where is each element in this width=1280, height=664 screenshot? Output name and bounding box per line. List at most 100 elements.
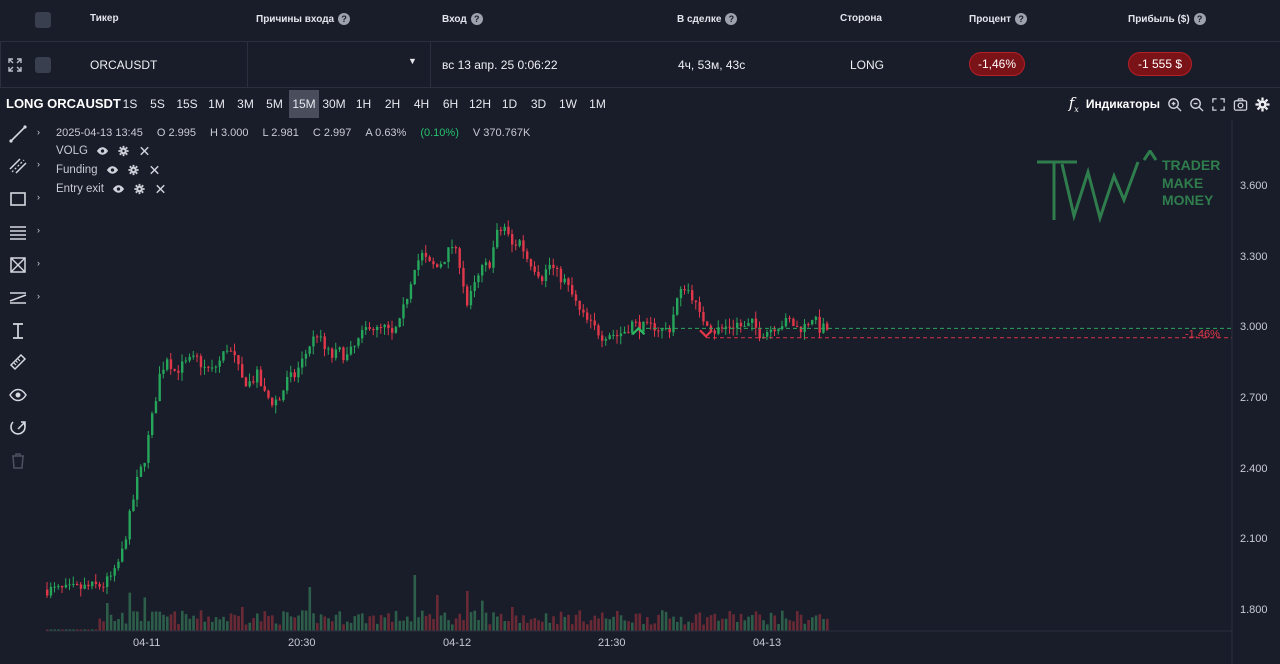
text-cursor-tool-icon[interactable] (8, 321, 28, 341)
magnet-icon[interactable] (8, 418, 28, 438)
timeframe-button-15m[interactable]: 15M (289, 90, 319, 118)
channel-tool-icon[interactable] (8, 156, 28, 176)
candle-body (631, 321, 634, 333)
select-all-checkbox[interactable] (35, 12, 51, 28)
help-icon[interactable]: ? (1193, 13, 1206, 25)
help-icon[interactable]: ? (725, 13, 738, 25)
trash-icon[interactable] (8, 451, 28, 471)
timeframe-button-1s[interactable]: 1S (122, 97, 138, 111)
candle-body (379, 327, 383, 329)
chevron-right-icon[interactable]: › (37, 127, 40, 137)
fibonacci-tool-icon[interactable] (8, 222, 28, 242)
timeframe-button-1m[interactable]: 1M (589, 97, 606, 111)
candle-body (732, 327, 735, 329)
candle-body (218, 360, 221, 367)
trend-line-tool-icon[interactable] (8, 124, 28, 144)
chevron-right-icon[interactable]: › (37, 291, 40, 301)
volume-bar (57, 629, 60, 631)
eye-icon[interactable] (106, 164, 119, 176)
volume-bar (188, 618, 192, 631)
gann-tool-icon[interactable] (8, 288, 28, 308)
candle-body (589, 319, 593, 321)
eye-icon[interactable] (96, 145, 109, 157)
volume-bar (732, 614, 735, 631)
pattern-tool-icon[interactable] (8, 255, 28, 275)
volume-bar (346, 621, 349, 631)
timeframe-button-5s[interactable]: 5S (150, 97, 165, 111)
timeframe-button-5m[interactable]: 5M (266, 97, 283, 111)
row-checkbox[interactable] (35, 57, 51, 73)
header-in-trade-label: В сделке (677, 13, 722, 25)
function-icon[interactable]: fx (1068, 94, 1079, 114)
timeframe-button-15s[interactable]: 15S (176, 97, 198, 111)
eye-icon[interactable] (8, 385, 28, 405)
volume-bar (274, 623, 278, 631)
volume-bar (121, 612, 124, 631)
zoom-out-icon[interactable] (1189, 97, 1204, 112)
timeframe-button-12h[interactable]: 12H (468, 97, 491, 111)
candle-body (454, 247, 458, 249)
help-icon[interactable]: ? (1015, 13, 1028, 25)
candle-body (773, 329, 776, 332)
chevron-right-icon[interactable]: › (37, 225, 40, 235)
chevron-right-icon[interactable]: › (37, 159, 40, 169)
chevron-right-icon[interactable]: › (37, 258, 40, 268)
eye-icon[interactable] (112, 183, 125, 195)
timeframe-button-4h[interactable]: 4H (413, 97, 430, 111)
candle-body (256, 369, 259, 383)
volume-bar (469, 612, 473, 631)
volume-bar (582, 621, 585, 631)
candle-body (338, 347, 341, 350)
close-icon[interactable] (148, 164, 161, 176)
candle-body (717, 327, 720, 334)
chevron-right-icon[interactable]: › (37, 192, 40, 202)
header-reasons[interactable]: Причины входа? (256, 13, 351, 25)
timeframe-button-1m[interactable]: 1M (208, 97, 225, 111)
header-side[interactable]: Сторона (840, 13, 882, 24)
volume-bar (713, 613, 717, 631)
close-icon[interactable] (138, 145, 151, 157)
header-ticker-label: Тикер (90, 13, 119, 24)
gear-icon[interactable] (127, 164, 140, 176)
candle-body (53, 586, 56, 588)
timeframe-button-30m[interactable]: 30M (322, 97, 346, 111)
timeframe-button-1h[interactable]: 1H (355, 97, 372, 111)
candle-body (758, 327, 761, 339)
ohlc-legend: 2025-04-13 13:45 O 2.995 H 3.000 L 2.981… (56, 127, 530, 139)
help-icon[interactable]: ? (470, 13, 483, 25)
candle-body (278, 399, 281, 401)
screenshot-icon[interactable] (1233, 97, 1248, 112)
help-icon[interactable]: ? (338, 13, 351, 25)
gear-icon[interactable] (1255, 96, 1270, 112)
candle-body (698, 302, 701, 312)
header-percent[interactable]: Процент? (969, 13, 1028, 25)
volume-bar (64, 629, 68, 631)
fullscreen-icon[interactable] (1211, 97, 1226, 112)
volume-bar (754, 611, 758, 631)
close-icon[interactable] (154, 183, 167, 195)
gear-icon[interactable] (133, 183, 146, 195)
gear-icon[interactable] (117, 145, 130, 157)
rectangle-tool-icon[interactable] (8, 189, 28, 209)
volume-bar (571, 624, 574, 631)
expand-icon[interactable] (7, 57, 23, 73)
ruler-tool-icon[interactable] (8, 352, 28, 372)
timeframe-button-3d[interactable]: 3D (530, 97, 547, 111)
zoom-in-icon[interactable] (1167, 97, 1182, 112)
timeframe-button-3m[interactable]: 3M (237, 97, 254, 111)
candle-body (544, 269, 548, 281)
header-entry[interactable]: Вход? (442, 13, 483, 25)
reasons-select[interactable]: ▼ (247, 42, 430, 88)
timeframe-button-6h[interactable]: 6H (442, 97, 459, 111)
volume-bar (349, 622, 353, 631)
header-ticker[interactable]: Тикер (90, 13, 119, 24)
timeframe-button-1d[interactable]: 1D (501, 97, 518, 111)
indicators-button[interactable]: Индикаторы (1085, 97, 1160, 111)
candle-body (762, 336, 765, 339)
header-profit[interactable]: Прибыль ($)? (1128, 13, 1206, 25)
timeframe-button-1w[interactable]: 1W (559, 97, 577, 111)
header-in-trade[interactable]: В сделке? (677, 13, 738, 25)
candle-body (451, 247, 454, 249)
table-row[interactable]: ORCAUSDT ▼ вс 13 апр. 25 0:06:22 4ч, 53м… (0, 42, 1280, 88)
timeframe-button-2h[interactable]: 2H (384, 97, 401, 111)
